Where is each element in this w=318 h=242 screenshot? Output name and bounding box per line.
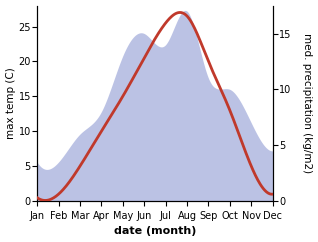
X-axis label: date (month): date (month) <box>114 227 196 236</box>
Y-axis label: med. precipitation (kg/m2): med. precipitation (kg/m2) <box>302 33 313 174</box>
Y-axis label: max temp (C): max temp (C) <box>5 68 16 139</box>
